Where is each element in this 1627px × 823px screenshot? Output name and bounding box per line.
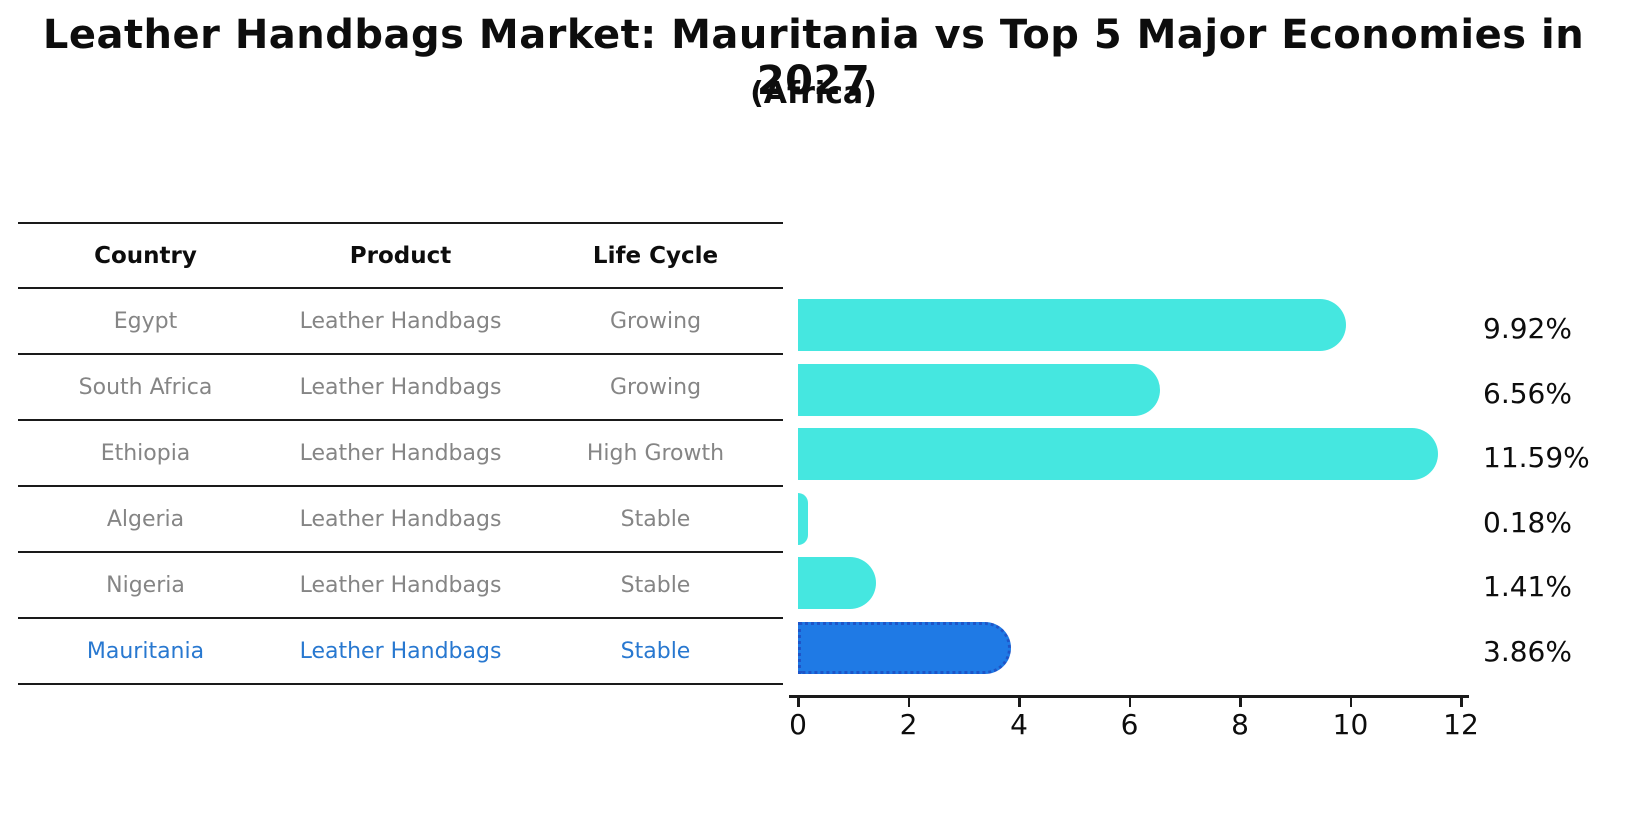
table-row: South Africa Leather Handbags Growing <box>18 355 783 421</box>
cell-country: Algeria <box>106 506 185 532</box>
x-tick <box>1239 695 1242 707</box>
bar <box>798 428 1439 480</box>
cell-product: Leather Handbags <box>299 572 502 598</box>
table-row: Algeria Leather Handbags Stable <box>18 487 783 553</box>
country-table: Country Product Life Cycle Egypt Leather… <box>18 222 783 685</box>
page-subtitle: (Africa) <box>750 76 877 111</box>
table-row: Nigeria Leather Handbags Stable <box>18 553 783 619</box>
x-tick <box>1128 695 1131 707</box>
cell-product: Leather Handbags <box>299 638 502 664</box>
cell-product: Leather Handbags <box>299 506 502 532</box>
x-tick-label: 4 <box>1010 708 1028 741</box>
cell-country: Ethiopia <box>100 440 191 466</box>
cell-lifecycle: Growing <box>609 308 702 334</box>
bar <box>798 363 1161 416</box>
bar <box>798 299 1347 351</box>
x-tick <box>1018 695 1021 707</box>
x-tick-label: 8 <box>1231 708 1249 741</box>
x-tick-label: 0 <box>789 708 807 741</box>
cell-lifecycle: Stable <box>620 572 691 598</box>
column-header-country: Country <box>94 242 197 269</box>
column-header-lifecycle: Life Cycle <box>592 242 719 269</box>
table-row: Mauritania Leather Handbags Stable <box>18 619 783 685</box>
cell-product: Leather Handbags <box>299 308 502 334</box>
bar-value-label: 3.86% <box>1483 634 1572 668</box>
table-body: Egypt Leather Handbags Growing South Afr… <box>18 289 783 685</box>
x-tick <box>1460 695 1463 707</box>
cell-lifecycle: Stable <box>620 638 691 664</box>
cell-lifecycle: Stable <box>620 506 691 532</box>
bar <box>798 621 1012 674</box>
bar <box>798 557 876 609</box>
cell-lifecycle: Growing <box>609 374 702 400</box>
table-row: Ethiopia Leather Handbags High Growth <box>18 421 783 487</box>
bar-value-label: 6.56% <box>1483 376 1572 410</box>
x-tick <box>907 695 910 707</box>
bar-value-label: 11.59% <box>1483 441 1590 474</box>
cell-country: Egypt <box>113 308 178 334</box>
cell-country: Mauritania <box>86 638 205 664</box>
bar <box>798 492 808 545</box>
x-tick-label: 2 <box>899 708 918 741</box>
x-tick <box>1349 695 1352 707</box>
cell-lifecycle: High Growth <box>586 440 725 466</box>
bar-value-label: 9.92% <box>1483 312 1572 345</box>
cell-country: Nigeria <box>106 572 185 598</box>
x-tick-label: 12 <box>1443 708 1479 741</box>
table-row: Egypt Leather Handbags Growing <box>18 289 783 355</box>
x-tick <box>797 695 800 707</box>
table-header-row: Country Product Life Cycle <box>18 222 783 289</box>
page-title: Leather Handbags Market: Mauritania vs T… <box>42 12 1585 104</box>
bar-value-label: 1.41% <box>1483 570 1572 603</box>
cell-product: Leather Handbags <box>299 374 502 400</box>
column-header-product: Product <box>349 242 452 269</box>
bar-value-label: 0.18% <box>1483 505 1572 539</box>
x-tick-label: 10 <box>1332 708 1369 741</box>
cell-country: South Africa <box>78 374 213 400</box>
x-tick-label: 6 <box>1120 708 1139 741</box>
cell-product: Leather Handbags <box>299 440 502 466</box>
